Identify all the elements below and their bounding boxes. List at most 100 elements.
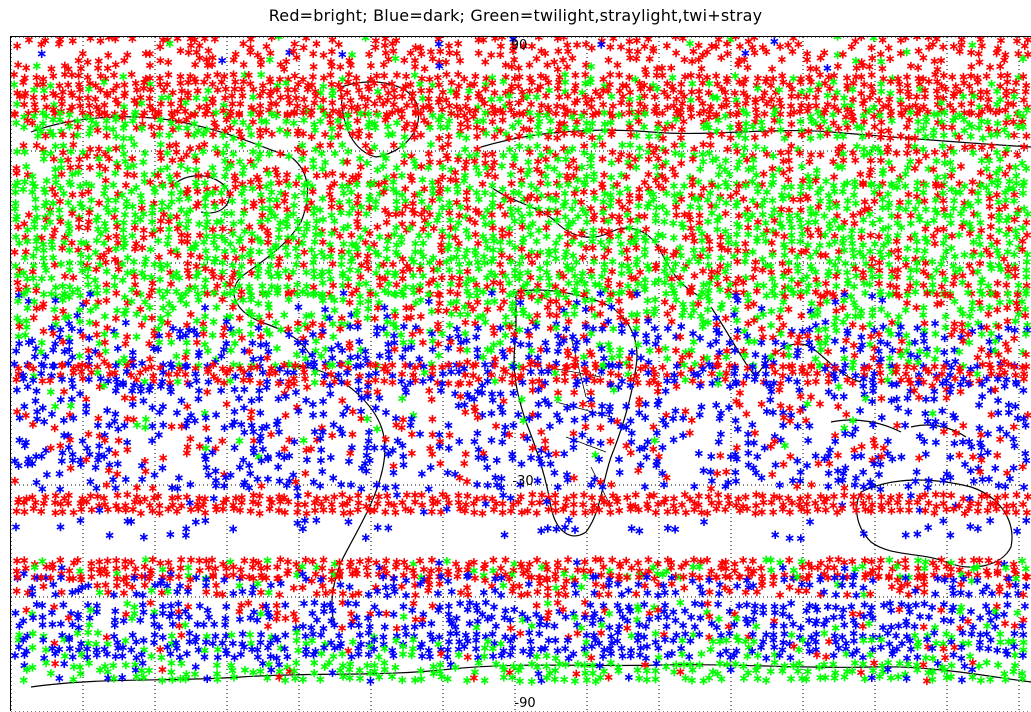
observation-marker bbox=[637, 100, 644, 108]
observation-marker bbox=[958, 101, 965, 109]
observation-marker bbox=[33, 73, 40, 81]
observation-marker bbox=[760, 170, 767, 178]
observation-marker bbox=[526, 210, 533, 218]
observation-marker bbox=[825, 378, 832, 386]
observation-marker bbox=[24, 383, 31, 391]
observation-marker bbox=[257, 332, 264, 340]
observation-marker bbox=[326, 240, 333, 248]
observation-marker bbox=[445, 132, 452, 140]
observation-marker bbox=[915, 118, 922, 126]
observation-marker bbox=[871, 197, 878, 205]
observation-marker bbox=[498, 37, 505, 41]
observation-marker bbox=[722, 314, 729, 322]
observation-marker bbox=[69, 37, 76, 45]
observation-marker bbox=[158, 154, 165, 162]
observation-marker bbox=[938, 56, 945, 64]
observation-marker bbox=[202, 202, 209, 210]
observation-marker bbox=[506, 279, 513, 287]
observation-marker bbox=[103, 124, 110, 132]
observation-marker bbox=[427, 374, 434, 382]
observation-marker bbox=[230, 220, 237, 228]
observation-marker bbox=[652, 296, 659, 304]
observation-marker bbox=[534, 142, 541, 150]
observation-marker bbox=[824, 348, 831, 356]
observation-marker bbox=[447, 280, 454, 288]
observation-marker bbox=[434, 281, 441, 289]
observation-marker bbox=[987, 233, 994, 241]
observation-marker bbox=[133, 333, 140, 341]
observation-marker bbox=[569, 333, 576, 341]
observation-marker bbox=[740, 195, 747, 203]
observation-marker bbox=[994, 306, 1001, 314]
observation-marker bbox=[50, 72, 57, 80]
observation-marker bbox=[960, 79, 967, 87]
observation-marker bbox=[707, 341, 714, 349]
observation-marker bbox=[718, 54, 725, 62]
observation-marker bbox=[554, 395, 561, 403]
observation-marker bbox=[952, 357, 959, 365]
observation-marker bbox=[300, 95, 307, 103]
observation-marker bbox=[256, 379, 263, 387]
observation-marker bbox=[526, 61, 533, 69]
observation-marker bbox=[479, 180, 486, 188]
observation-marker bbox=[23, 64, 30, 72]
observation-marker bbox=[130, 258, 137, 266]
observation-marker bbox=[120, 226, 127, 234]
observation-marker bbox=[84, 58, 91, 66]
observation-marker bbox=[698, 236, 705, 244]
observation-marker bbox=[823, 177, 830, 185]
observation-marker bbox=[1002, 196, 1009, 204]
observation-marker bbox=[446, 266, 453, 274]
observation-marker bbox=[159, 293, 166, 301]
observation-marker bbox=[753, 171, 760, 179]
observation-marker bbox=[924, 108, 931, 116]
observation-marker bbox=[428, 307, 435, 315]
observation-marker bbox=[202, 247, 209, 255]
observation-marker bbox=[608, 173, 615, 181]
observation-marker bbox=[777, 379, 784, 387]
observation-marker bbox=[618, 377, 625, 385]
observation-marker bbox=[785, 375, 792, 383]
observation-marker bbox=[833, 272, 840, 280]
observation-marker bbox=[344, 404, 351, 412]
observation-marker bbox=[231, 339, 238, 347]
observation-marker bbox=[240, 209, 247, 217]
observation-marker bbox=[554, 134, 561, 142]
observation-marker bbox=[957, 388, 964, 396]
observation-marker bbox=[979, 134, 986, 142]
observation-marker bbox=[767, 321, 774, 329]
observation-marker bbox=[842, 336, 849, 344]
observation-marker bbox=[1015, 281, 1022, 289]
observation-marker bbox=[291, 72, 298, 80]
observation-marker bbox=[931, 148, 938, 156]
observation-marker bbox=[490, 324, 497, 332]
observation-marker bbox=[362, 37, 369, 42]
observation-marker bbox=[436, 134, 443, 142]
observation-marker bbox=[831, 187, 838, 195]
observation-marker bbox=[754, 74, 761, 82]
observation-marker bbox=[526, 202, 533, 210]
observation-marker bbox=[310, 283, 317, 291]
observation-marker bbox=[230, 70, 237, 78]
observation-marker bbox=[64, 156, 71, 164]
observation-marker bbox=[466, 87, 473, 95]
observation-marker bbox=[668, 317, 675, 325]
observation-marker bbox=[1006, 163, 1013, 171]
observation-marker bbox=[777, 149, 784, 157]
observation-marker bbox=[489, 118, 496, 126]
observation-marker bbox=[58, 170, 65, 178]
observation-marker bbox=[997, 37, 1004, 45]
observation-marker bbox=[780, 321, 787, 329]
observation-marker bbox=[120, 134, 127, 142]
observation-marker bbox=[57, 260, 64, 268]
observation-marker bbox=[554, 347, 561, 355]
observation-marker bbox=[708, 370, 715, 378]
observation-marker bbox=[626, 267, 633, 275]
observation-marker bbox=[130, 171, 137, 179]
observation-marker bbox=[40, 254, 47, 262]
observation-marker bbox=[436, 299, 443, 307]
observation-marker bbox=[742, 240, 749, 248]
observation-marker bbox=[474, 132, 481, 140]
observation-marker bbox=[52, 402, 59, 410]
observation-marker bbox=[912, 288, 919, 296]
